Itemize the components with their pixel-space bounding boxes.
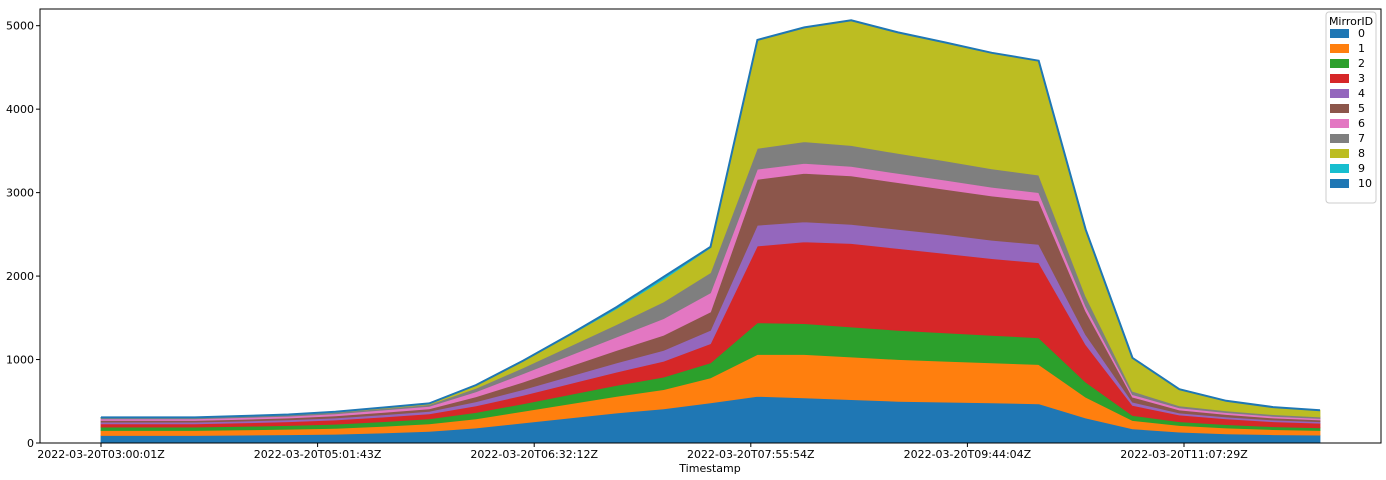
legend-label-7[interactable]: 7: [1358, 132, 1365, 145]
y-tick-label: 1000: [6, 354, 34, 367]
legend-label-9[interactable]: 9: [1358, 162, 1365, 175]
y-tick-label: 3000: [6, 187, 34, 200]
legend-label-10[interactable]: 10: [1358, 177, 1372, 190]
plot-area-frame: [39, 8, 1382, 444]
y-tick-label: 5000: [6, 20, 34, 33]
legend-swatch-9[interactable]: [1330, 164, 1349, 173]
areas-layer: [100, 19, 1321, 444]
x-axis: 2022-03-20T03:00:01Z 2022-03-20T05:01:43Z…: [37, 443, 1248, 461]
legend-swatch-4[interactable]: [1330, 89, 1349, 98]
legend-label-3[interactable]: 3: [1358, 72, 1365, 85]
x-axis-label: Timestamp: [678, 462, 740, 475]
legend-swatch-1[interactable]: [1330, 44, 1349, 53]
legend-swatch-8[interactable]: [1330, 149, 1349, 158]
legend-label-6[interactable]: 6: [1358, 117, 1365, 130]
legend-swatch-2[interactable]: [1330, 59, 1349, 68]
legend-swatch-3[interactable]: [1330, 74, 1349, 83]
legend-title: MirrorID: [1329, 15, 1373, 28]
legend-swatch-0[interactable]: [1330, 29, 1349, 38]
legend-label-5[interactable]: 5: [1358, 102, 1365, 115]
legend-swatch-5[interactable]: [1330, 104, 1349, 113]
y-tick-label: 4000: [6, 103, 34, 116]
x-tick-label: 2022-03-20T06:32:12Z: [470, 448, 598, 461]
legend-label-0[interactable]: 0: [1358, 27, 1365, 40]
y-axis: 0 1000 2000 3000 4000 5000: [6, 20, 40, 450]
legend-swatch-6[interactable]: [1330, 119, 1349, 128]
legend-label-4[interactable]: 4: [1358, 87, 1365, 100]
legend-swatch-10[interactable]: [1330, 179, 1349, 188]
x-tick-label: 2022-03-20T03:00:01Z: [37, 448, 165, 461]
legend-swatch-7[interactable]: [1330, 134, 1349, 143]
legend-label-8[interactable]: 8: [1358, 147, 1365, 160]
total-outline: [101, 19, 1321, 419]
y-tick-label: 2000: [6, 270, 34, 283]
legend-label-2[interactable]: 2: [1358, 57, 1365, 70]
x-tick-label: 2022-03-20T09:44:04Z: [904, 448, 1032, 461]
x-tick-label: 2022-03-20T07:55:54Z: [687, 448, 815, 461]
y-tick-label: 0: [27, 437, 34, 450]
legend-label-1[interactable]: 1: [1358, 42, 1365, 55]
x-tick-label: 2022-03-20T11:07:29Z: [1120, 448, 1248, 461]
x-tick-label: 2022-03-20T05:01:43Z: [254, 448, 382, 461]
